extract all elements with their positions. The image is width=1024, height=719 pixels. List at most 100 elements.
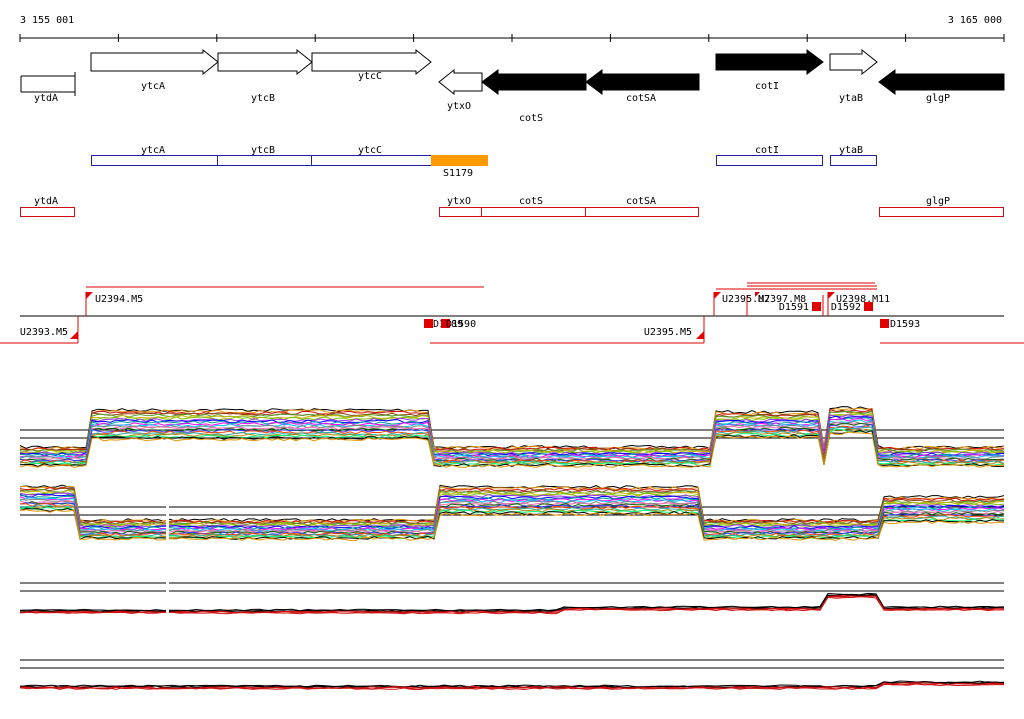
cds-cotI[interactable]: cotI: [716, 145, 823, 166]
expression-profile-line: [19, 410, 1005, 453]
gene-cotS[interactable]: cotS: [481, 69, 587, 124]
segment-label: U2395.M5: [644, 327, 692, 338]
gene-label: cotI: [755, 81, 779, 92]
gene-ytaB[interactable]: ytaB: [829, 48, 878, 104]
segment-U2393-M5[interactable]: U2393.M5: [20, 316, 79, 343]
expression-profile-line: [19, 503, 1005, 537]
expression-profile-line: [19, 419, 1004, 459]
gene-cotSA[interactable]: cotSA: [585, 69, 700, 104]
segment-D1591[interactable]: D1591: [779, 302, 821, 313]
cds-ytaB[interactable]: ytaB: [830, 145, 877, 166]
segment-label: U2393.M5: [20, 327, 68, 338]
utr-cotS[interactable]: cotS: [481, 196, 586, 217]
gene-label: cotSA: [626, 93, 656, 104]
gene-label: ytaB: [839, 93, 863, 104]
expression-profile-line: [19, 496, 1005, 532]
expression-panel-4: [19, 659, 1005, 691]
cds-label: cotI: [755, 145, 779, 156]
segment-label: D1591: [779, 302, 809, 313]
expression-profile-line: [19, 417, 1005, 459]
expression-profile-line: [19, 412, 1005, 454]
utr-glgP[interactable]: glgP: [879, 196, 1004, 217]
panel-gap: [166, 477, 169, 567]
gene-track: ytdA ytcA ytcB ytcC ytxO cotS cotSA cot: [20, 48, 1005, 124]
segment-U2397-M8[interactable]: U2397.M8: [755, 292, 806, 305]
utr-cotSA[interactable]: cotSA: [585, 196, 699, 217]
utr-ytdA[interactable]: ytdA: [20, 196, 75, 217]
expression-profile-line: [19, 422, 1005, 462]
cds-ytcC[interactable]: ytcC: [311, 145, 432, 166]
utr-label: cotS: [519, 196, 543, 207]
gene-label: cotS: [519, 113, 543, 124]
expression-panel-3: [19, 578, 1005, 618]
segment-label: U2397.M8: [758, 294, 806, 305]
expression-profile-line: [19, 431, 1005, 468]
utr-ytxO[interactable]: ytxO: [439, 196, 482, 217]
gene-ytcB[interactable]: ytcB: [217, 48, 313, 104]
cds-label: ytcC: [358, 145, 382, 156]
segment-label: D1590: [446, 319, 476, 330]
expression-profile-line: [19, 429, 1005, 468]
gene-label: ytcC: [358, 71, 382, 82]
gene-glgP[interactable]: glgP: [878, 69, 1005, 104]
expression-profile-line: [19, 420, 1005, 460]
expression-profile-line: [19, 415, 1005, 457]
segment-U2395-M5[interactable]: U2395.M5: [644, 316, 705, 343]
expression-profiles: [19, 406, 1005, 691]
expression-profile-line: [19, 596, 1005, 615]
gene-label: ytdA: [34, 93, 58, 104]
expression-profile-line: [19, 407, 1005, 450]
expression-profile-line: [19, 493, 1005, 530]
utr-label: cotSA: [626, 196, 656, 207]
gene-label: ytcA: [141, 81, 165, 92]
expression-profile-line: [19, 500, 1005, 535]
coordinate-ruler: 3 155 001 3 165 000: [19, 15, 1005, 42]
segment-label: U2395.M7: [722, 294, 770, 305]
gene-ytxO[interactable]: ytxO: [438, 68, 483, 112]
expression-profile-line: [19, 488, 1005, 526]
ruler-ticks: [19, 34, 1005, 42]
segment-U2398-M11[interactable]: U2398.M11: [827, 292, 890, 316]
transcript-track-blue: ytcA ytcB ytcC S1179 cotI ytaB: [91, 145, 877, 179]
panel-gap: [166, 578, 169, 618]
utr-label: glgP: [926, 196, 950, 207]
expression-profile-line: [19, 680, 1005, 688]
segment-U2395-M7[interactable]: U2395.M7: [713, 292, 770, 316]
gene-ytcA[interactable]: ytcA: [90, 48, 219, 92]
segment-D1593[interactable]: D1593: [880, 319, 920, 330]
segment-D1592[interactable]: D1592: [831, 302, 873, 313]
gene-ytcC[interactable]: ytcC: [311, 48, 432, 82]
segment-label: U2394.M5: [95, 294, 143, 305]
segment-D1590[interactable]: D1590: [441, 319, 476, 330]
expression-profile-line: [19, 683, 1005, 691]
gene-label: ytxO: [447, 101, 471, 112]
expression-panel-2: [19, 477, 1005, 567]
expression-profile-line: [19, 497, 1005, 532]
expression-profile-line: [19, 509, 1005, 541]
cds-label: ytcA: [141, 145, 165, 156]
ruler-start-label: 3 155 001: [20, 15, 74, 26]
segment-U2394-M5[interactable]: U2394.M5: [85, 292, 143, 316]
expression-profile-line: [19, 499, 1005, 534]
expression-panel-1: [19, 406, 1005, 468]
segmentation-track: U2394.M5 U2395.M7 U2397.M8 U2398.M11 D15…: [0, 282, 1024, 344]
expression-profile-line: [19, 491, 1005, 528]
gene-ytdA[interactable]: ytdA: [20, 72, 76, 104]
cds-ytcA[interactable]: ytcA: [91, 145, 218, 166]
gene-cotI[interactable]: cotI: [715, 49, 824, 92]
segment-label: D1593: [890, 319, 920, 330]
ncrna-S1179[interactable]: S1179: [431, 155, 488, 179]
cds-ytcB[interactable]: ytcB: [217, 145, 312, 166]
expression-profile-line: [19, 486, 1005, 524]
gene-label: ytcB: [251, 93, 275, 104]
utr-label: ytxO: [447, 196, 471, 207]
segment-label: U2398.M11: [836, 294, 890, 305]
segment-label: D1592: [831, 302, 861, 313]
transcript-track-red: ytdA ytxO cotS cotSA glgP: [20, 196, 1004, 217]
gene-label: glgP: [926, 93, 950, 104]
ncrna-label: S1179: [443, 168, 473, 179]
utr-label: ytdA: [34, 196, 58, 207]
cds-label: ytaB: [839, 145, 863, 156]
